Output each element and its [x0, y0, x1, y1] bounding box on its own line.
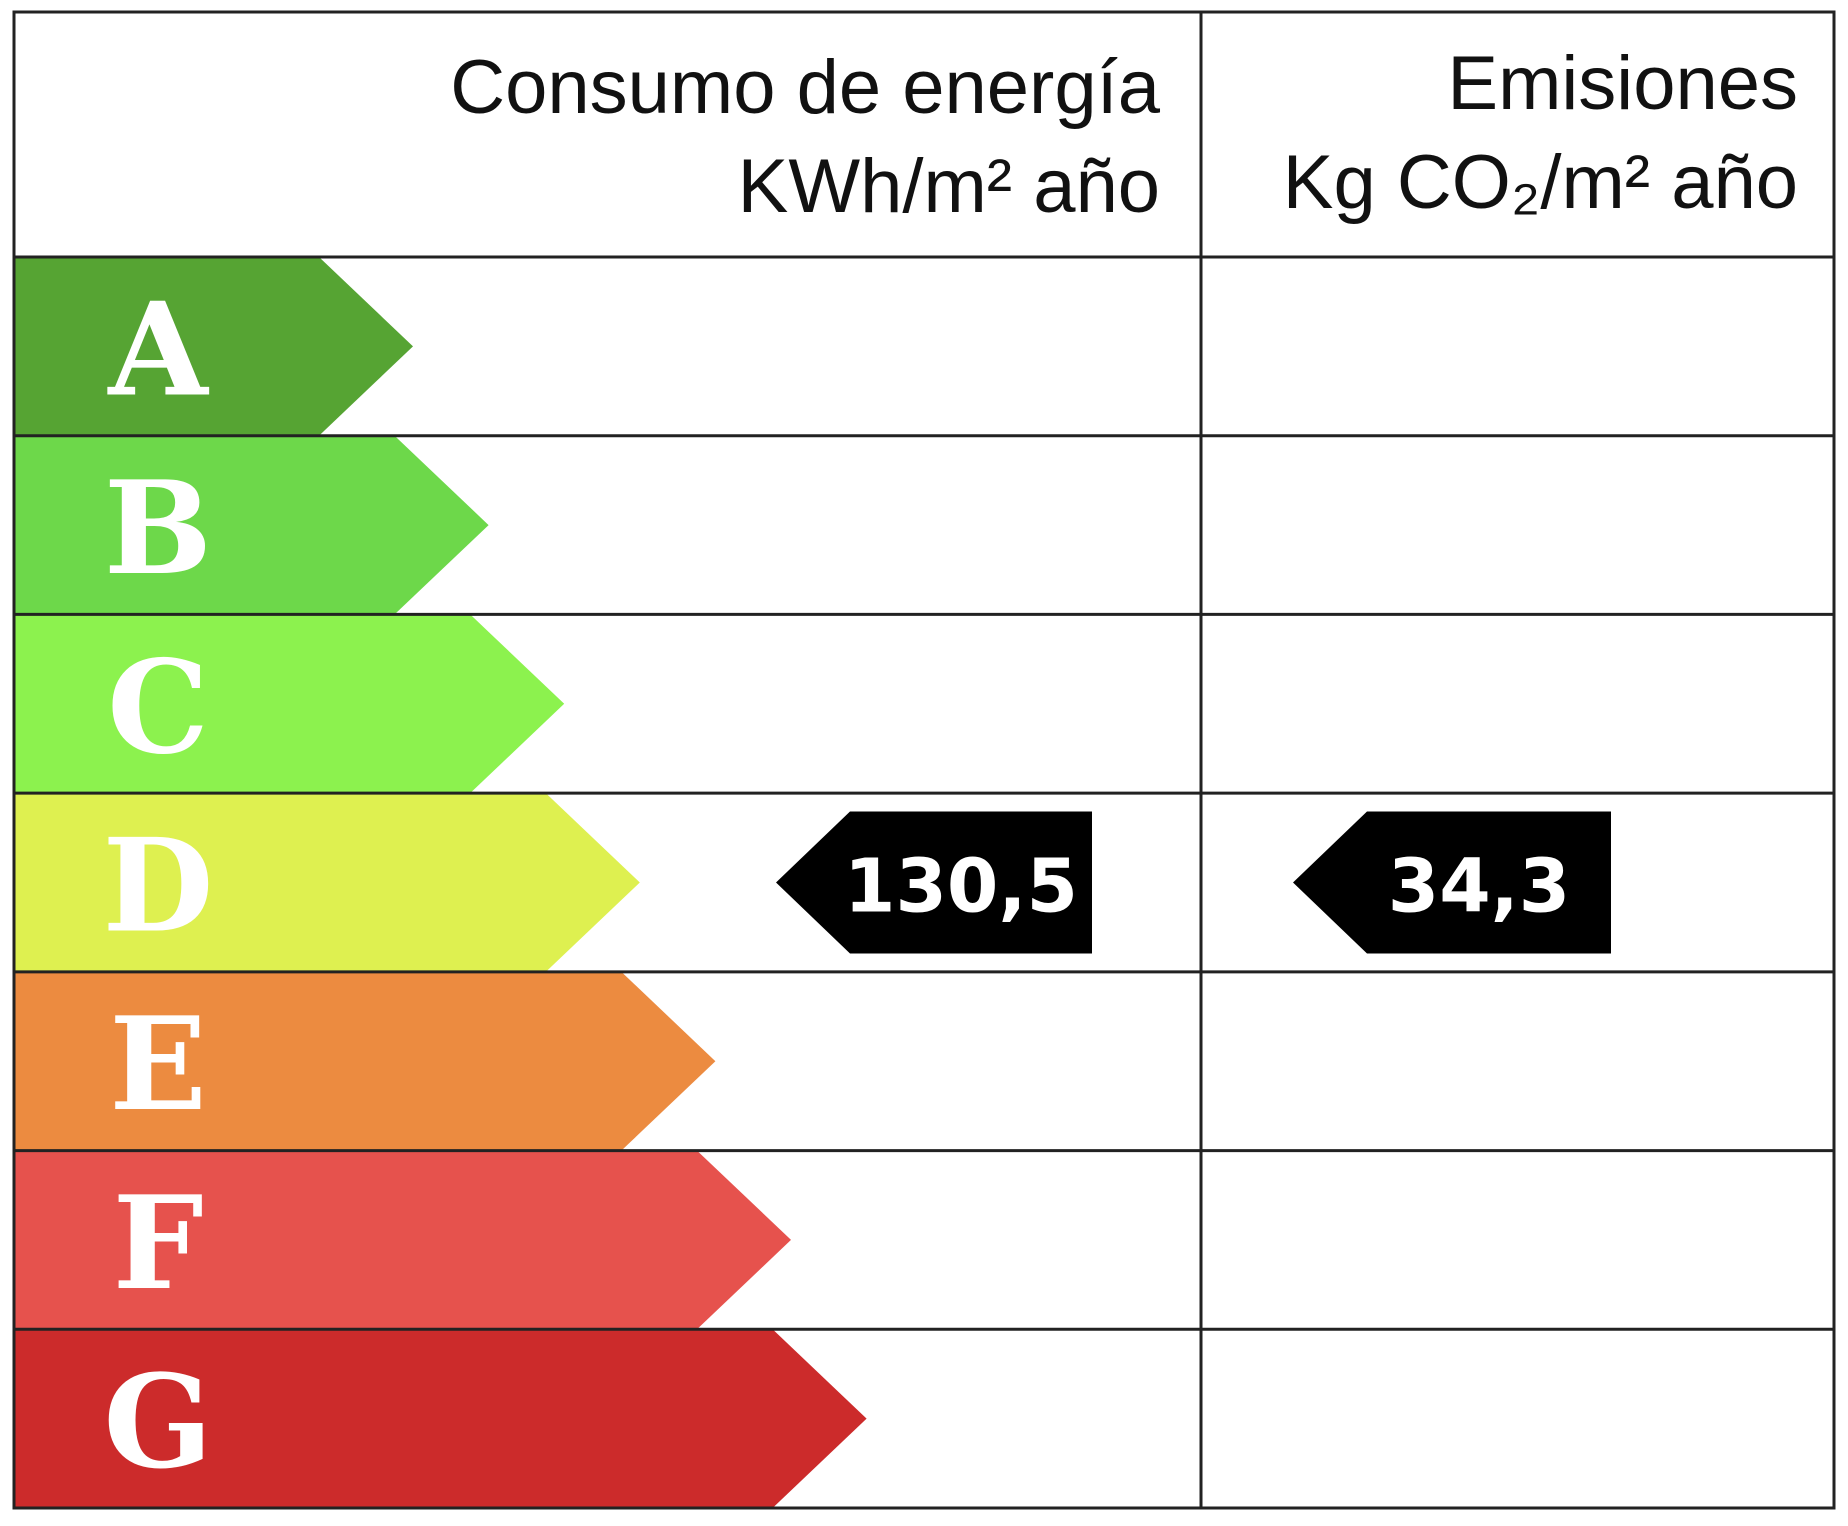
class-arrow: [14, 1150, 791, 1330]
class-arrow: [14, 793, 640, 972]
table-border: [12, 10, 1836, 1510]
class-letter: G: [103, 1348, 212, 1498]
energy-unit: KWh/m² año: [738, 144, 1160, 229]
rating-tag: [1293, 811, 1611, 954]
class-letter: A: [107, 275, 209, 425]
class-arrow: [14, 257, 413, 436]
class-letter: B: [104, 454, 212, 604]
rating-value: 34,3: [1388, 844, 1571, 930]
class-letter: F: [113, 1169, 204, 1319]
class-letter: E: [109, 990, 207, 1140]
class-arrow: [14, 435, 489, 615]
rating-value: 130,5: [844, 844, 1078, 930]
class-arrow: [14, 971, 716, 1151]
class-letter: C: [107, 633, 209, 783]
class-arrow: [14, 1329, 867, 1508]
class-letter: D: [103, 812, 214, 962]
rating-tag: [776, 811, 1092, 954]
emissions-unit: Kg CO₂/m² año: [1283, 140, 1798, 225]
energy-title: Consumo de energía: [450, 45, 1161, 130]
class-arrow: [14, 614, 565, 794]
emissions-title: Emisiones: [1447, 41, 1798, 126]
